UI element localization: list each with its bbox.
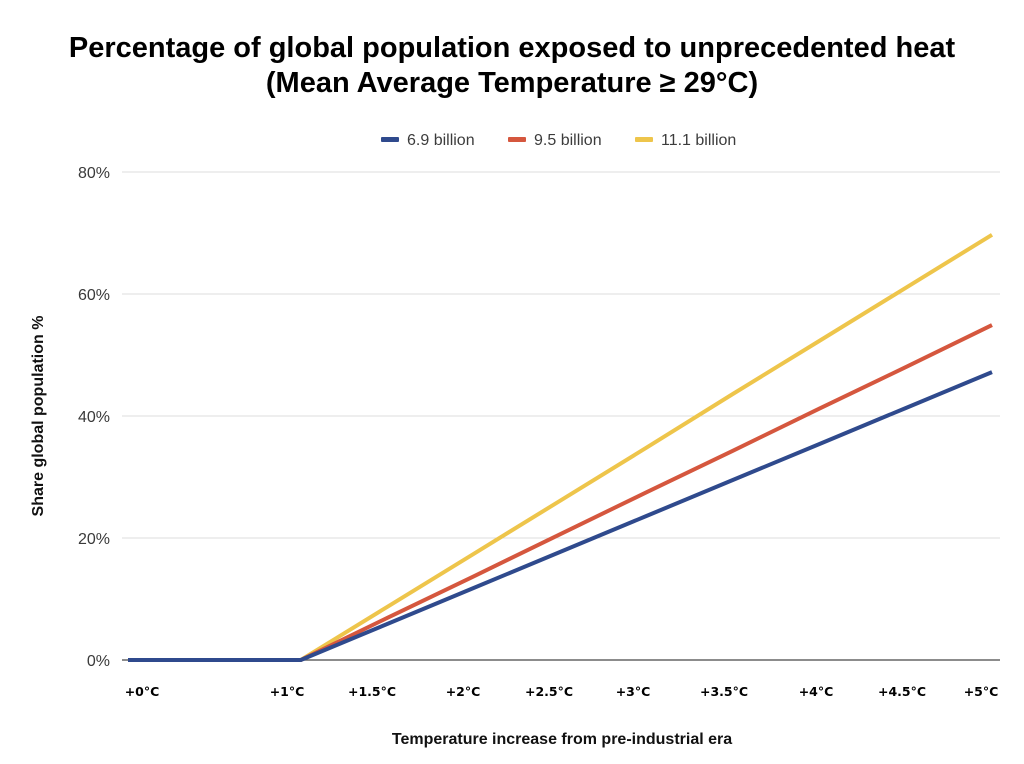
x-tick-label: +3.5°C: [700, 684, 748, 699]
x-tick-label: +0°C: [125, 684, 160, 699]
x-tick-label: +4.5°C: [878, 684, 926, 699]
y-tick-label: 80%: [78, 165, 110, 182]
x-axis-title: Temperature increase from pre-industrial…: [392, 731, 732, 748]
x-tick-label: +5°C: [964, 684, 999, 699]
legend-label: 9.5 billion: [534, 132, 602, 149]
legend-label: 6.9 billion: [407, 132, 475, 149]
legend-swatch: [508, 137, 526, 142]
y-tick-label: 0%: [87, 653, 110, 670]
series-line-6-9-billion: [128, 370, 993, 662]
y-axis-ticks: 0% 20% 40% 60% 80%: [78, 165, 110, 670]
legend-swatch: [635, 137, 653, 142]
gridlines: [122, 171, 1000, 661]
y-tick-label: 40%: [78, 409, 110, 426]
y-axis-title: Share global population %: [30, 316, 47, 517]
legend-swatch: [381, 137, 399, 142]
legend-item: 6.9 billion: [381, 132, 475, 149]
series-line-9-5-billion: [128, 323, 993, 662]
legend-item: 11.1 billion: [635, 132, 736, 149]
x-tick-label: +1.5°C: [348, 684, 396, 699]
x-tick-label: +4°C: [799, 684, 834, 699]
y-tick-label: 20%: [78, 531, 110, 548]
x-tick-label: +2.5°C: [525, 684, 573, 699]
chart-title: Percentage of global population exposed …: [69, 32, 956, 64]
x-tick-label: +1°C: [270, 684, 305, 699]
y-tick-label: 60%: [78, 287, 110, 304]
legend-label: 11.1 billion: [661, 132, 736, 149]
x-tick-label: +3°C: [616, 684, 651, 699]
series-lines: [128, 233, 994, 662]
series-line-11-1-billion: [128, 233, 994, 662]
x-axis-ticks: +0°C +1°C +1.5°C +2°C +2.5°C +3°C +3.5°C +4°C +4…: [125, 684, 999, 699]
x-tick-label: +2°C: [446, 684, 481, 699]
chart-subtitle: (Mean Average Temperature ≥ 29°C): [266, 67, 758, 99]
legend-item: 9.5 billion: [508, 132, 602, 149]
legend: 6.9 billion 9.5 billion 11.1 billion: [381, 132, 736, 149]
